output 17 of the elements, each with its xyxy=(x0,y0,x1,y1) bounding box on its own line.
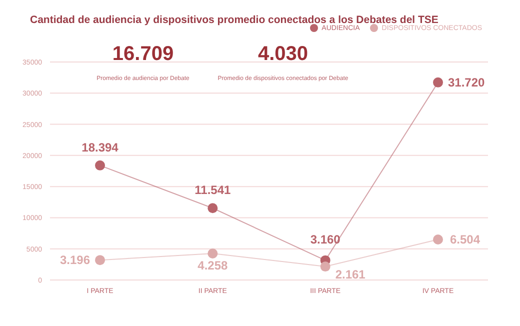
chart-title: Cantidad de audiencia y dispositivos promedio conectados a los Debates del TSE xyxy=(30,14,438,26)
point xyxy=(320,262,330,272)
point xyxy=(433,77,443,88)
point xyxy=(208,203,218,214)
data-label: 3.196 xyxy=(60,253,90,268)
point xyxy=(433,234,443,244)
point xyxy=(95,160,105,170)
data-label: 31.720 xyxy=(448,75,486,90)
annotation: 16.709 xyxy=(112,43,174,65)
point xyxy=(95,255,105,266)
data-label: 4.258 xyxy=(198,258,228,272)
data-label: 6.504 xyxy=(450,232,480,246)
data-label: 11.541 xyxy=(194,183,232,198)
data-label: 18.394 xyxy=(82,140,119,154)
point xyxy=(208,248,218,258)
data-label: 2.161 xyxy=(335,268,366,282)
annotation: 4.030 xyxy=(258,43,308,65)
